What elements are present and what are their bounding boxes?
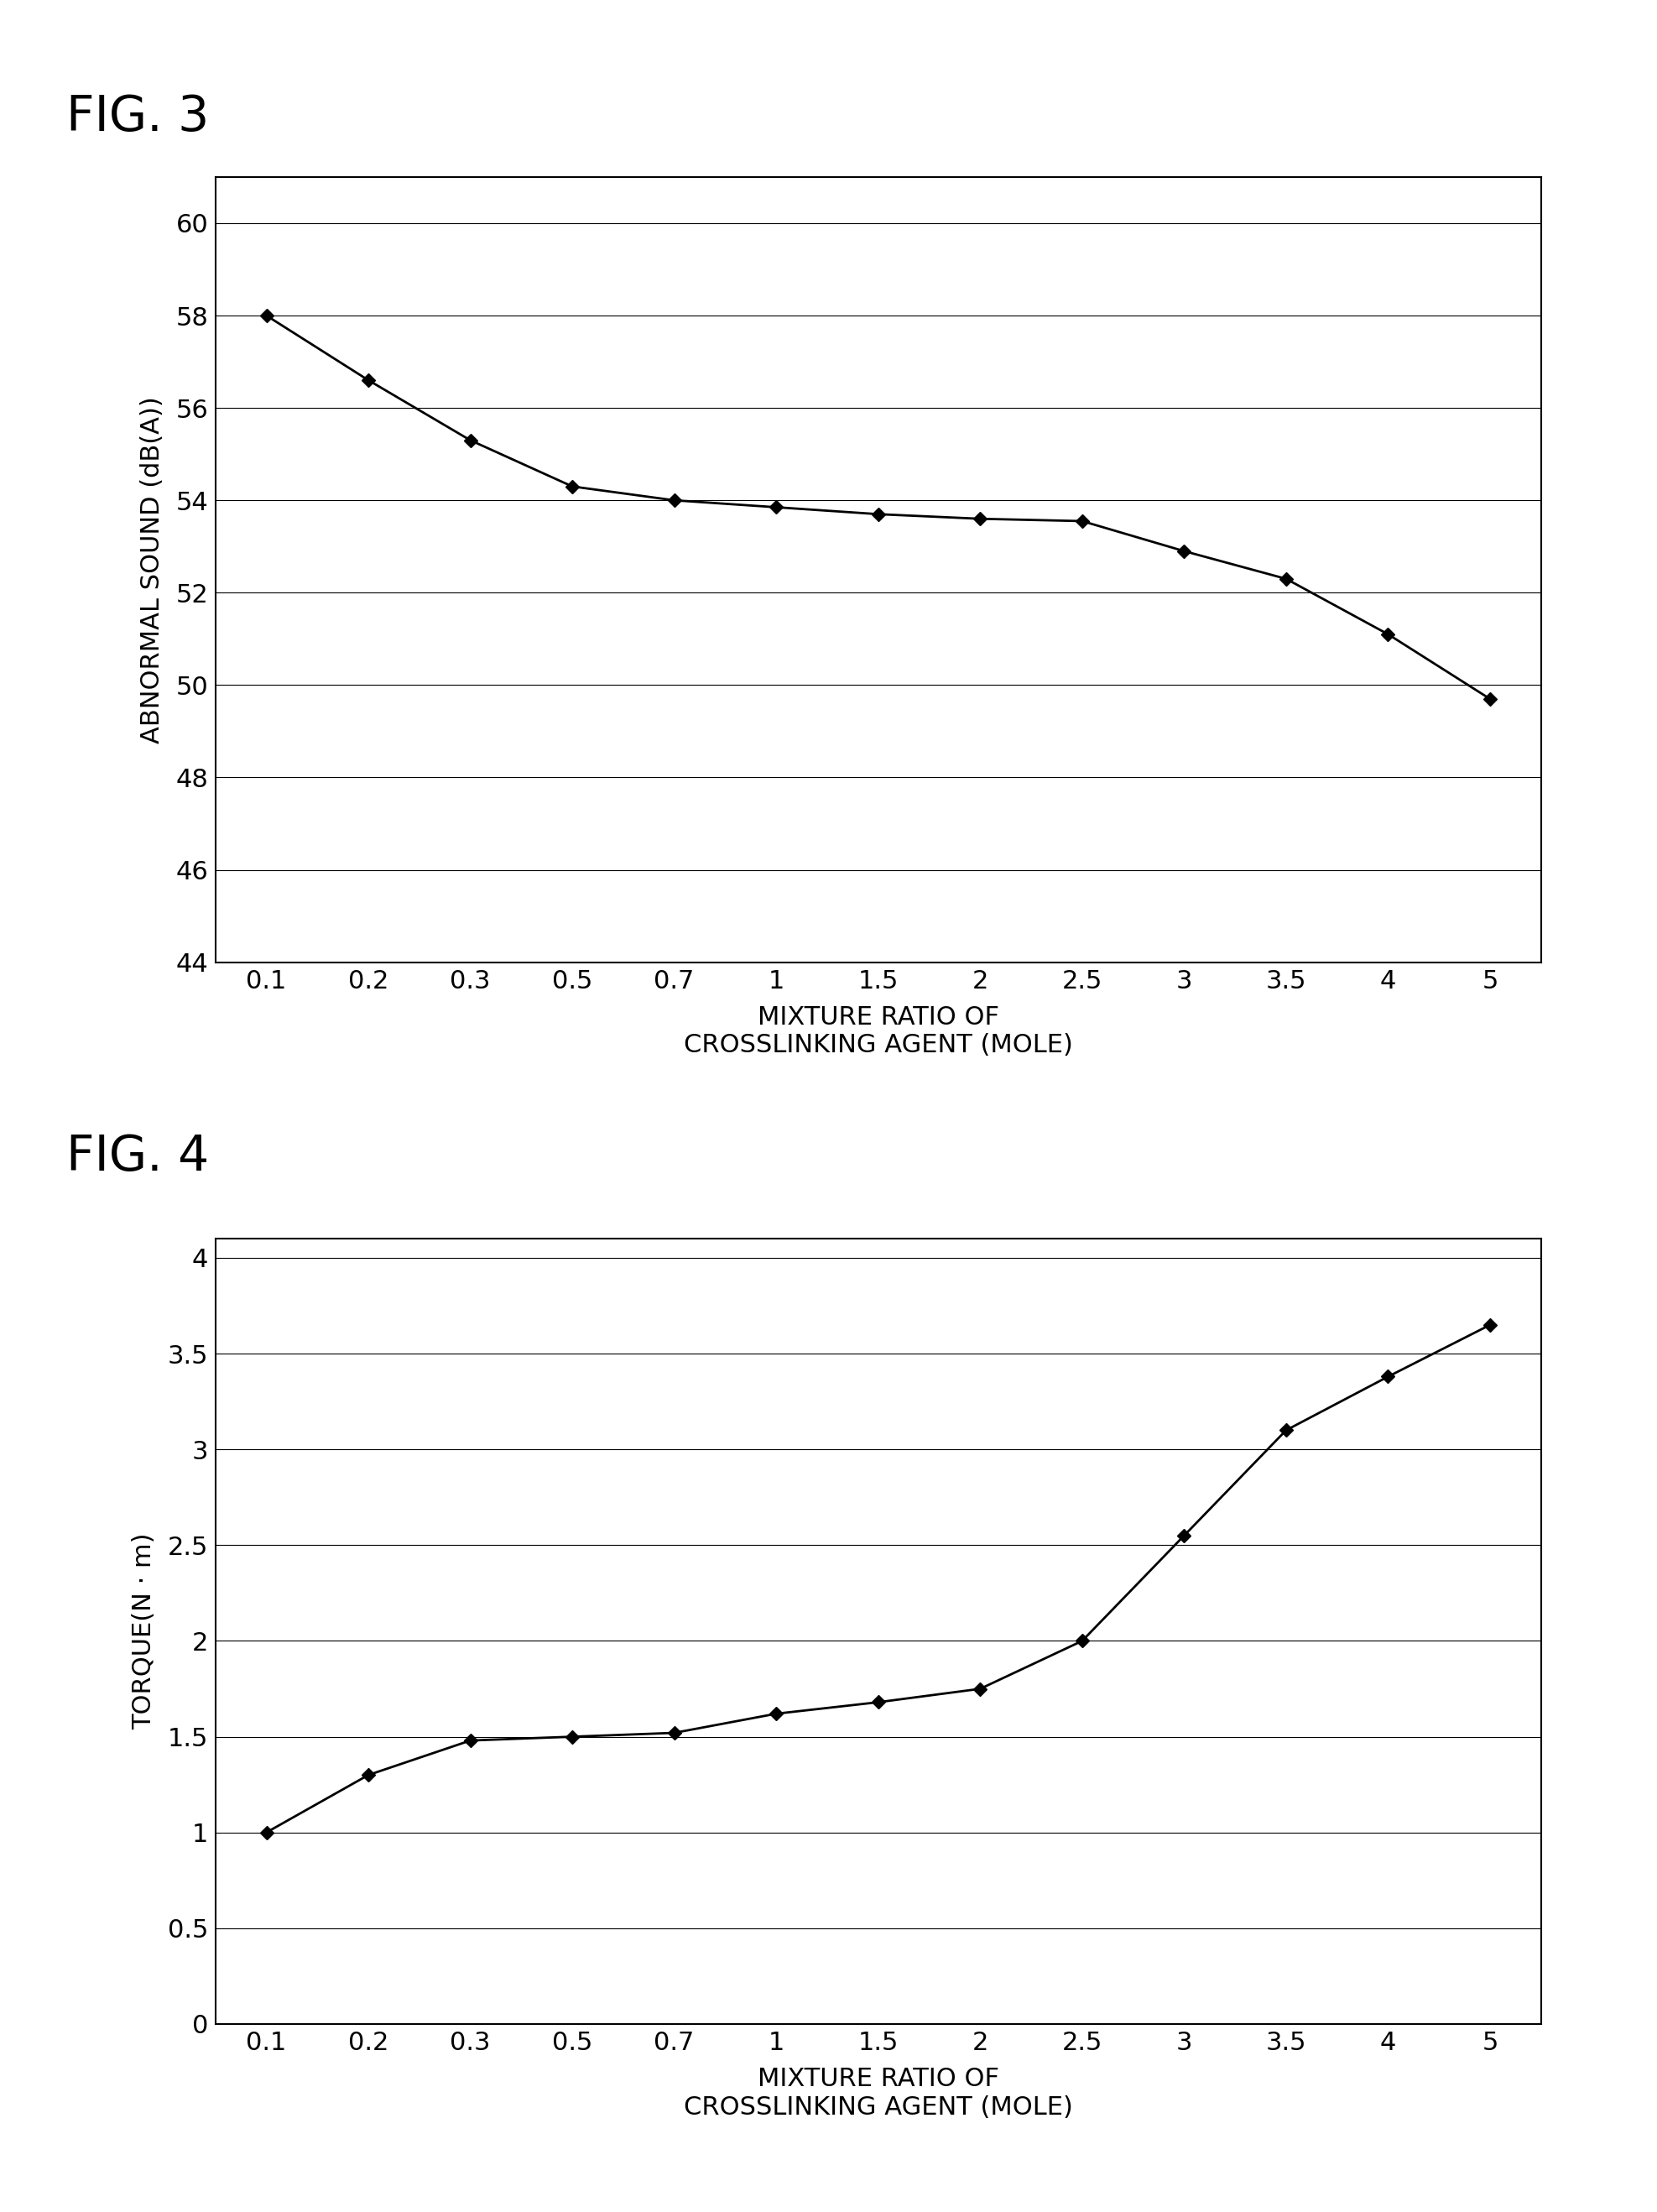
Y-axis label: TORQUE(N · m): TORQUE(N · m)	[133, 1533, 156, 1730]
Text: FIG. 4: FIG. 4	[66, 1133, 209, 1181]
X-axis label: MIXTURE RATIO OF
CROSSLINKING AGENT (MOLE): MIXTURE RATIO OF CROSSLINKING AGENT (MOL…	[684, 1004, 1072, 1057]
X-axis label: MIXTURE RATIO OF
CROSSLINKING AGENT (MOLE): MIXTURE RATIO OF CROSSLINKING AGENT (MOL…	[684, 2066, 1072, 2119]
Y-axis label: ABNORMAL SOUND (dB(A)): ABNORMAL SOUND (dB(A))	[139, 396, 164, 743]
Text: FIG. 3: FIG. 3	[66, 93, 209, 142]
